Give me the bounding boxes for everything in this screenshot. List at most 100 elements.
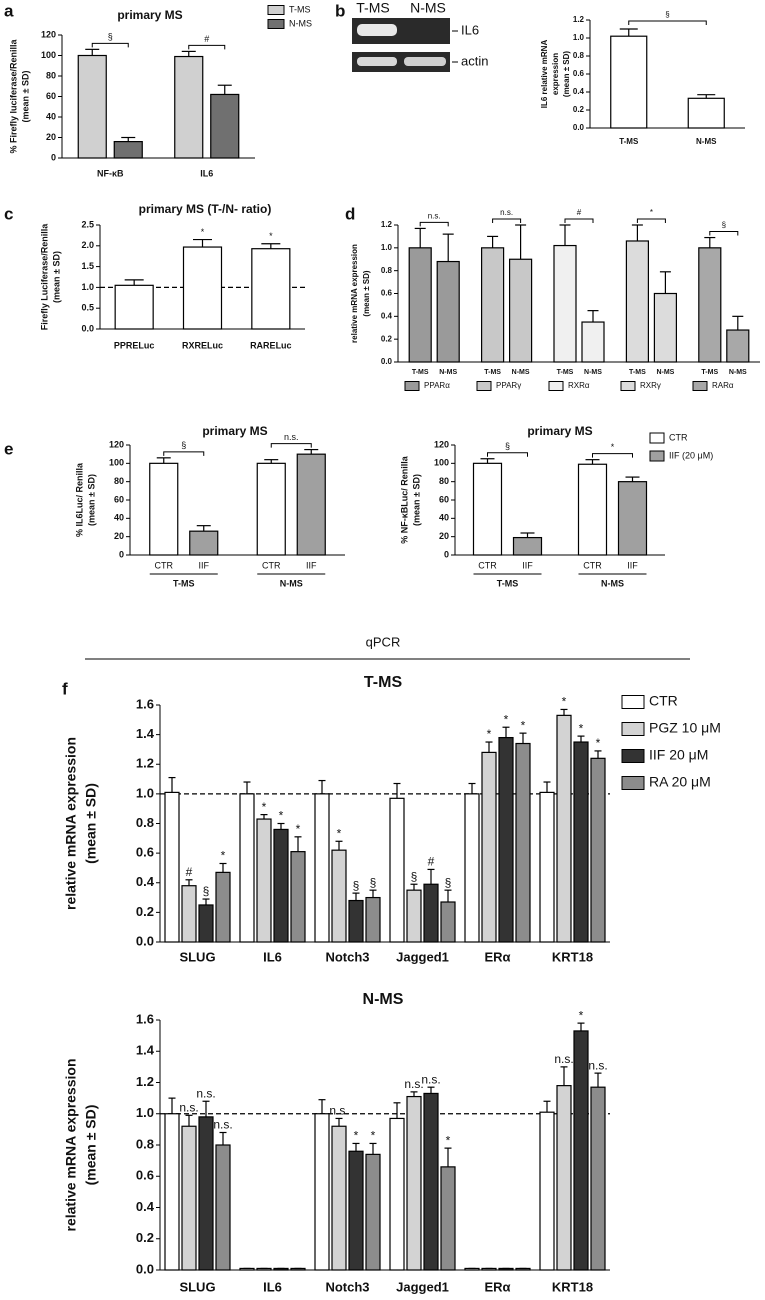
- bar: [314, 1113, 330, 1271]
- y-tick-label: 0: [51, 152, 56, 162]
- x-tick-label: RARELuc: [250, 340, 292, 350]
- y-tick-label: 120: [109, 439, 124, 449]
- bar: [556, 1085, 572, 1271]
- y-axis-label: (mean ± SD): [86, 474, 96, 526]
- legend-label: CTR: [649, 693, 678, 709]
- bar-label: CTR: [155, 560, 174, 570]
- bar: [539, 1111, 555, 1271]
- annotation: *: [596, 736, 601, 750]
- y-tick-label: 0.4: [381, 311, 393, 320]
- significance-bracket: [628, 20, 707, 25]
- y-axis-label: (mean ± SD): [20, 71, 30, 123]
- y-axis-label: % IL6Luc/ Renilla: [74, 462, 84, 537]
- bar: [698, 247, 722, 363]
- bar-label: IIF: [522, 560, 533, 570]
- legend-label: N-MS: [289, 18, 312, 28]
- bar: [481, 751, 497, 943]
- legend-label: RXRγ: [640, 381, 661, 390]
- annotation: n.s.: [588, 1058, 607, 1072]
- annotation: *: [337, 826, 342, 840]
- legend-swatch: [649, 450, 665, 462]
- x-tick-label: ERα: [484, 1279, 510, 1294]
- legend-label: CTR: [669, 432, 688, 442]
- panel-letter: d: [345, 204, 355, 223]
- bar: [512, 536, 543, 556]
- bar-label: T-MS: [557, 369, 574, 376]
- bar-label: N-MS: [512, 369, 530, 376]
- significance-label: *: [611, 442, 615, 452]
- x-tick-label: Jagged1: [396, 949, 449, 964]
- legend-label: T-MS: [289, 4, 311, 14]
- y-tick-label: 20: [439, 531, 449, 541]
- y-tick-label: 0: [444, 549, 449, 559]
- x-tick-label: Jagged1: [396, 1279, 449, 1294]
- annotation: *: [579, 1008, 584, 1022]
- bar: [553, 244, 577, 363]
- x-tick-label: SLUG: [179, 949, 215, 964]
- bar: [573, 1030, 589, 1271]
- heading: qPCR: [366, 634, 401, 649]
- bar-label: IIF: [306, 560, 317, 570]
- y-tick-label: 2.0: [81, 240, 94, 250]
- x-tick-label: T-MS: [173, 578, 195, 588]
- bar: [296, 453, 326, 556]
- bar: [365, 1153, 381, 1271]
- bar-label: IIF: [199, 560, 210, 570]
- annotation: §: [411, 869, 418, 883]
- band-label: actin: [461, 53, 488, 68]
- significance-bracket: [91, 42, 129, 48]
- bar: [215, 1144, 231, 1271]
- significance-bracket: [188, 44, 226, 50]
- significance-label: n.s.: [428, 212, 441, 221]
- annotation: n.s.: [179, 1100, 198, 1114]
- bar: [423, 1092, 439, 1271]
- y-tick-label: 0.6: [136, 1168, 154, 1183]
- significance-bracket: [270, 443, 312, 448]
- y-tick-label: 100: [434, 458, 449, 468]
- chart-title: primary MS: [202, 424, 267, 438]
- bar: [239, 793, 255, 943]
- chart-title: primary MS: [117, 8, 182, 22]
- x-tick-label: NF-κB: [97, 168, 124, 178]
- y-tick-label: 120: [41, 29, 56, 39]
- significance-label: #: [204, 34, 209, 44]
- significance-bracket: [592, 453, 633, 458]
- y-tick-label: 60: [114, 494, 124, 504]
- y-axis-label: (mean ± SD): [362, 270, 371, 317]
- y-tick-label: 1.2: [136, 1074, 154, 1089]
- y-tick-label: 0.2: [136, 1230, 154, 1245]
- annotation: #: [428, 855, 435, 869]
- bar-label: T-MS: [629, 369, 646, 376]
- legend-label: PPARα: [424, 381, 450, 390]
- bar: [726, 329, 750, 363]
- bar: [408, 247, 432, 363]
- y-tick-label: 40: [46, 111, 56, 121]
- band-label: IL6: [461, 22, 479, 37]
- annotation: *: [446, 1133, 451, 1147]
- annotation: n.s.: [213, 1118, 232, 1132]
- legend-swatch: [621, 722, 645, 736]
- annotation: n.s.: [196, 1086, 215, 1100]
- y-axis-label: % NF-κBLuc/ Renilla: [399, 455, 409, 544]
- bar: [181, 1125, 197, 1271]
- y-axis-label: Firefly Luciferase/Renilla: [39, 223, 49, 331]
- y-tick-label: 1.5: [81, 261, 94, 271]
- legend-swatch: [548, 381, 564, 391]
- chart-title: T-MS: [364, 674, 403, 691]
- x-tick-label: SLUG: [179, 1279, 215, 1294]
- bar: [182, 246, 223, 330]
- lane-label: N-MS: [410, 0, 446, 16]
- bar-label: N-MS: [656, 369, 674, 376]
- chart-title: primary MS (T-/N- ratio): [139, 202, 272, 216]
- x-tick-label: Notch3: [325, 1279, 369, 1294]
- bar: [198, 904, 214, 943]
- panel-letter: e: [4, 439, 13, 458]
- bar: [114, 284, 154, 330]
- annotation: *: [221, 849, 226, 863]
- significance-bracket: [564, 218, 594, 223]
- y-tick-label: 1.0: [136, 785, 154, 800]
- annotation: *: [579, 721, 584, 735]
- legend-label: IIF (20 μM): [669, 450, 713, 460]
- legend-label: IIF 20 μM: [649, 747, 708, 763]
